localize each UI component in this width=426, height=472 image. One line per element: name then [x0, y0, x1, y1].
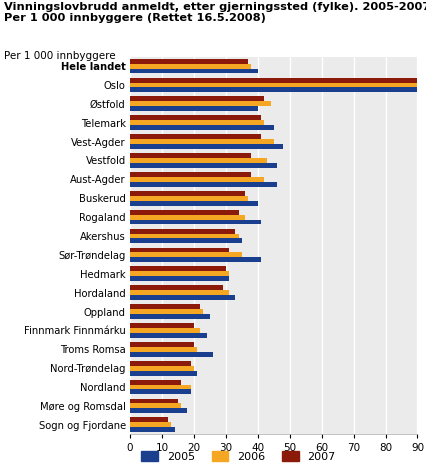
- Bar: [130, 120, 264, 125]
- Bar: [130, 304, 200, 309]
- Bar: [130, 153, 251, 158]
- Text: Per 1 000 innbyggere: Per 1 000 innbyggere: [4, 51, 116, 61]
- Bar: [130, 77, 417, 83]
- Bar: [130, 115, 261, 120]
- Text: Vinningslovbrudd anmeldt, etter gjerningssted (fylke). 2005-2007.: Vinningslovbrudd anmeldt, etter gjerning…: [4, 2, 426, 12]
- Bar: [130, 210, 239, 215]
- Bar: [130, 87, 421, 93]
- Bar: [130, 347, 197, 352]
- Bar: [130, 177, 264, 182]
- Bar: [130, 333, 207, 338]
- Bar: [130, 59, 248, 64]
- Bar: [130, 352, 213, 357]
- Bar: [130, 253, 242, 257]
- Bar: [130, 266, 226, 271]
- Bar: [130, 247, 229, 253]
- Bar: [130, 134, 261, 139]
- Bar: [130, 83, 417, 87]
- Bar: [130, 276, 229, 281]
- Bar: [130, 290, 229, 295]
- Bar: [130, 398, 178, 404]
- Bar: [130, 417, 168, 422]
- Bar: [130, 404, 181, 408]
- Bar: [130, 385, 191, 389]
- Bar: [130, 361, 191, 366]
- Bar: [130, 328, 200, 333]
- Bar: [130, 158, 268, 163]
- Bar: [130, 139, 274, 144]
- Bar: [130, 285, 223, 290]
- Bar: [130, 371, 197, 376]
- Bar: [130, 257, 261, 262]
- Bar: [130, 101, 271, 106]
- Bar: [130, 196, 248, 201]
- Bar: [130, 68, 258, 74]
- Bar: [130, 172, 251, 177]
- Bar: [130, 234, 239, 238]
- Bar: [130, 427, 175, 432]
- Bar: [130, 314, 210, 319]
- Bar: [130, 366, 194, 371]
- Bar: [130, 96, 264, 101]
- Bar: [130, 163, 277, 168]
- Bar: [130, 389, 191, 395]
- Bar: [130, 309, 204, 314]
- Bar: [130, 144, 283, 149]
- Bar: [130, 182, 277, 187]
- Bar: [130, 228, 235, 234]
- Bar: [130, 408, 187, 413]
- Bar: [130, 191, 245, 196]
- Bar: [130, 64, 251, 68]
- Bar: [130, 379, 181, 385]
- Bar: [130, 323, 194, 328]
- Text: Per 1 000 innbyggere (Rettet 16.5.2008): Per 1 000 innbyggere (Rettet 16.5.2008): [4, 13, 266, 23]
- Legend: 2005, 2006, 2007: 2005, 2006, 2007: [137, 447, 340, 466]
- Bar: [130, 106, 258, 111]
- Bar: [130, 125, 274, 130]
- Bar: [130, 201, 258, 206]
- Bar: [130, 219, 261, 225]
- Bar: [130, 422, 171, 427]
- Bar: [130, 238, 242, 244]
- Bar: [130, 342, 194, 347]
- Bar: [130, 215, 245, 219]
- Bar: [130, 271, 229, 276]
- Bar: [130, 295, 235, 300]
